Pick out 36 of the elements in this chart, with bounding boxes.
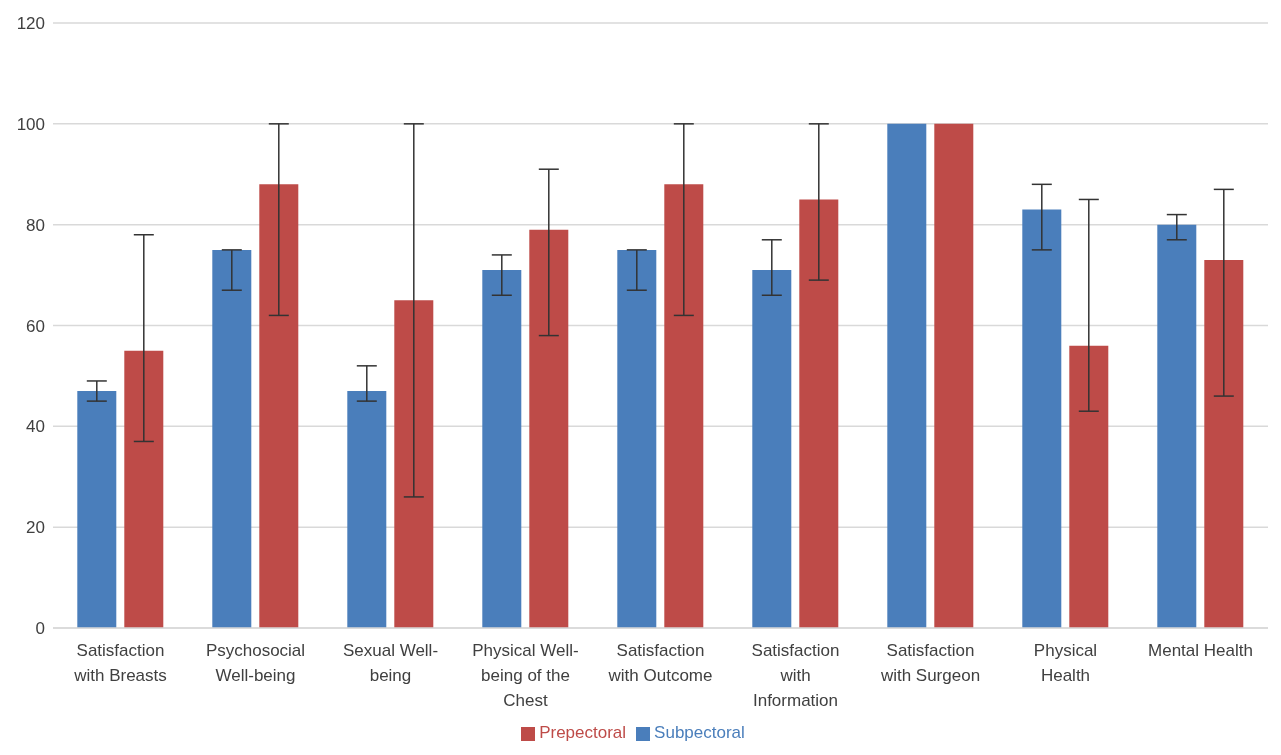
bar xyxy=(482,270,522,628)
bar xyxy=(1022,209,1062,628)
x-tick-label: Physical Health xyxy=(1033,641,1098,685)
y-tick-label: 60 xyxy=(26,316,45,336)
bar xyxy=(1204,259,1244,628)
y-tick-label: 40 xyxy=(26,417,45,437)
bar xyxy=(664,184,704,628)
x-tick-label: Mental Health xyxy=(1148,641,1253,660)
legend-label: Subpectoral xyxy=(654,723,745,742)
bar xyxy=(394,300,434,628)
x-tick-label: Satisfaction with Surgeon xyxy=(879,641,981,685)
bar xyxy=(259,184,299,628)
bar xyxy=(752,270,792,628)
bar xyxy=(799,199,839,628)
y-tick-label: 100 xyxy=(16,114,45,134)
y-tick-label: 20 xyxy=(26,518,45,538)
x-tick-label: Satisfaction with Information xyxy=(751,641,840,710)
bar xyxy=(212,249,252,628)
bar xyxy=(347,391,387,628)
y-tick-label: 0 xyxy=(35,619,45,639)
bar xyxy=(617,249,657,628)
bar xyxy=(1069,345,1109,628)
bar xyxy=(529,229,569,628)
x-tick-label: Satisfaction with Outcome xyxy=(607,641,713,685)
bar xyxy=(934,123,974,628)
bar xyxy=(124,350,164,628)
x-tick-label: Physical Well-being of the Chest xyxy=(472,641,579,710)
bar xyxy=(1157,224,1197,628)
bar xyxy=(887,123,927,628)
x-tick-label: Psychosocial Well-being xyxy=(205,641,306,685)
y-tick-label: 80 xyxy=(26,215,45,235)
y-tick-label: 120 xyxy=(16,14,45,34)
x-tick-label: Sexual Well-being xyxy=(342,641,439,685)
legend-label: Prepectoral xyxy=(539,723,627,742)
x-tick-label: Satisfaction with Breasts xyxy=(73,641,167,685)
bar xyxy=(77,391,117,628)
